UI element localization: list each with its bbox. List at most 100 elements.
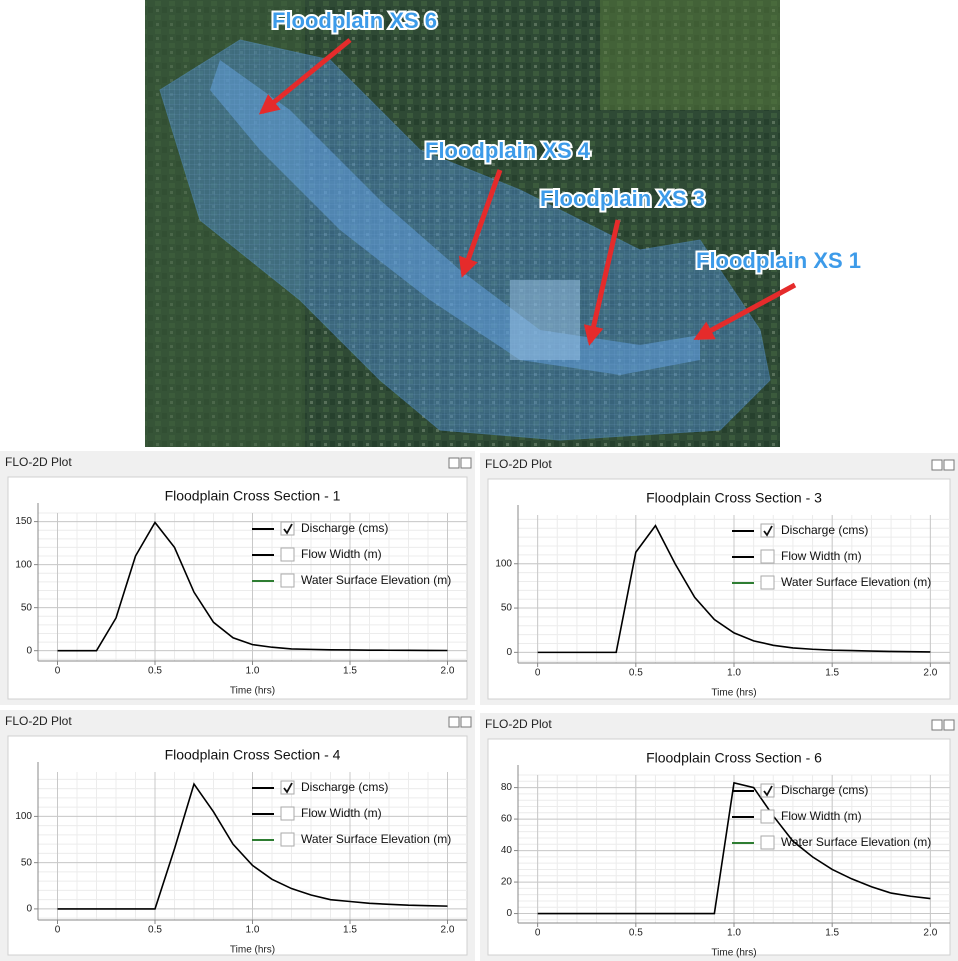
grid-mesh [160,40,770,440]
legend-label: Water Surface Elevation (m) [781,575,931,589]
y-tick-label: 100 [15,811,32,822]
arrow [458,169,503,278]
checkmark [763,525,773,537]
y-tick-label: 100 [495,558,512,569]
legend-label: Discharge (cms) [781,523,868,537]
y-tick-label: 0 [506,908,512,919]
x-tick-label: 0.5 [629,668,643,679]
chart-title: Floodplain Cross Section - 4 [165,747,341,763]
window-button [931,459,943,471]
x-axis-label: Time (hrs) [711,688,756,699]
x-tick-label: 1.5 [825,928,839,939]
legend-checkbox [760,809,775,824]
y-tick-label: 50 [21,857,33,868]
legend-checkbox [280,806,295,821]
map-label: Floodplain XS 6 [272,8,437,33]
legend-label: Water Surface Elevation (m) [301,573,451,587]
y-tick-label: 0 [506,647,512,658]
x-tick-label: 0 [55,666,61,677]
x-tick-label: 0 [55,925,61,936]
x-tick-label: 1.0 [727,928,741,939]
plot-window: FLO-2D Plot Floodplain Cross Section - 6 0… [480,713,958,961]
x-tick-label: 0 [535,668,541,679]
y-tick-label: 80 [501,782,513,793]
window-button [460,457,472,469]
window-button [943,459,955,471]
fields [600,0,780,110]
x-axis-label: Time (hrs) [711,948,756,959]
map-label: Floodplain XS 3 [540,186,705,211]
plot-window: FLO-2D Plot Floodplain Cross Section - 4 0… [0,710,475,961]
x-tick-label: 0.5 [148,666,162,677]
checkmark [283,523,293,535]
map: Floodplain XS 6 Floodplain XS 4 Floodpla… [145,0,863,447]
window-button [448,716,460,728]
window-button [931,719,943,731]
data-line [57,782,448,910]
arrow [258,38,352,115]
legend-label: Discharge (cms) [301,521,388,535]
arrow [693,282,797,341]
legend-checkbox [760,575,775,590]
x-axis-label: Time (hrs) [230,945,275,956]
window-button [943,719,955,731]
plot-frame [487,478,951,700]
legend-checkbox [280,832,295,847]
plot-frame [7,476,468,700]
legend-label: Water Surface Elevation (m) [781,835,931,849]
x-tick-label: 0 [535,928,541,939]
plot-window: FLO-2D Plot Floodplain Cross Section - 1 0… [0,451,475,705]
channel [210,60,700,375]
legend-checkbox [760,549,775,564]
y-tick-label: 60 [501,814,513,825]
x-tick-label: 0.5 [629,928,643,939]
arrow [583,219,621,346]
window-button [448,457,460,469]
x-tick-label: 1.0 [246,925,260,936]
data-line [537,524,931,654]
y-tick-label: 50 [501,603,513,614]
legend-label: Discharge (cms) [781,783,868,797]
chart-title: Floodplain Cross Section - 1 [165,488,341,504]
chart-title: Floodplain Cross Section - 6 [646,750,822,766]
map-label: Floodplain XS 1 [696,248,861,273]
x-tick-label: 1.5 [343,925,357,936]
chart-title: Floodplain Cross Section - 3 [646,490,822,506]
legend-label: Flow Width (m) [301,806,382,820]
legend-label: Flow Width (m) [781,549,862,563]
window-title: FLO-2D Plot [485,457,552,471]
x-tick-label: 1.0 [727,668,741,679]
x-tick-label: 1.0 [246,666,260,677]
y-tick-label: 20 [501,877,513,888]
y-tick-label: 100 [15,559,32,570]
checkmark [763,785,773,797]
plot-window: FLO-2D Plot Floodplain Cross Section - 3 0… [480,453,958,705]
window-button [460,716,472,728]
map-label: Floodplain XS 4 [425,138,591,163]
y-tick-label: 0 [26,645,32,656]
x-axis-label: Time (hrs) [230,686,275,697]
x-tick-label: 1.5 [343,666,357,677]
x-tick-label: 1.5 [825,668,839,679]
window-title: FLO-2D Plot [5,455,72,469]
data-line [537,781,931,915]
arrows [258,38,797,346]
x-tick-label: 2.0 [441,666,455,677]
legend-checkbox [760,835,775,850]
legend-label: Flow Width (m) [781,809,862,823]
legend-label: Discharge (cms) [301,780,388,794]
window-title: FLO-2D Plot [5,714,72,728]
buildings [510,280,580,360]
x-tick-label: 0.5 [148,925,162,936]
legend-label: Flow Width (m) [301,547,382,561]
y-tick-label: 40 [501,845,513,856]
x-tick-label: 2.0 [923,668,937,679]
checkmark [283,782,293,794]
legend-checkbox [280,547,295,562]
data-line [57,521,448,652]
y-tick-label: 0 [26,904,32,915]
y-tick-label: 50 [21,602,33,613]
window-title: FLO-2D Plot [485,717,552,731]
x-tick-label: 2.0 [441,925,455,936]
